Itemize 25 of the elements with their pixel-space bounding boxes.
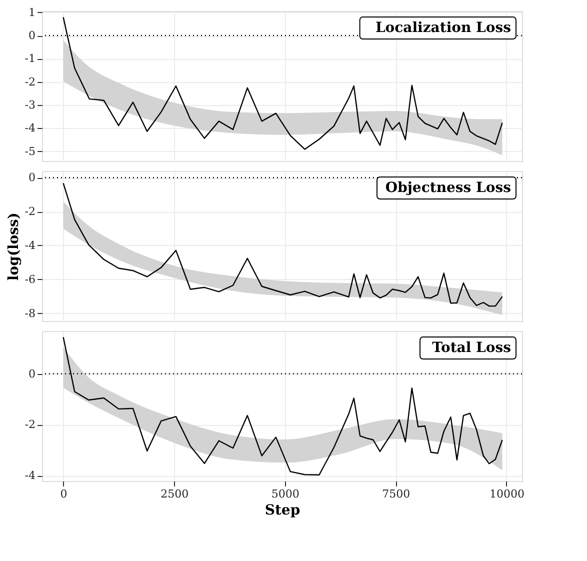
text: Total Loss: [432, 340, 512, 356]
y-axis-title: log(loss): [6, 212, 22, 281]
y-tick-label: -2: [24, 75, 36, 88]
y-tick-label: -6: [24, 272, 36, 286]
y-tick-label: -4: [24, 238, 36, 252]
y-tick-label: 1: [28, 6, 36, 19]
y-tick-label: -8: [24, 306, 36, 320]
y-tick-label: -2: [24, 205, 36, 218]
y-tick-label: -4: [24, 122, 36, 135]
text: Objectness Loss: [385, 180, 512, 196]
y-tick-label: -5: [24, 144, 36, 158]
y-tick-label: 0: [28, 367, 36, 380]
x-axis-title: Step: [264, 502, 300, 518]
x-tick-label: 2500: [160, 488, 189, 500]
y-tick-label: -2: [24, 418, 36, 432]
y-tick-label: -4: [24, 469, 36, 482]
x-tick-label: 7500: [382, 488, 410, 500]
text: Localization Loss: [375, 20, 512, 36]
y-tick-label: 0: [28, 29, 36, 42]
x-tick-label: 10000: [489, 488, 524, 500]
x-tick-label: 5000: [271, 488, 300, 500]
y-tick-label: -3: [24, 98, 36, 112]
y-tick-label: -1: [24, 52, 36, 66]
y-tick-label: 0: [28, 171, 36, 184]
x-tick-label: 0: [60, 488, 68, 500]
